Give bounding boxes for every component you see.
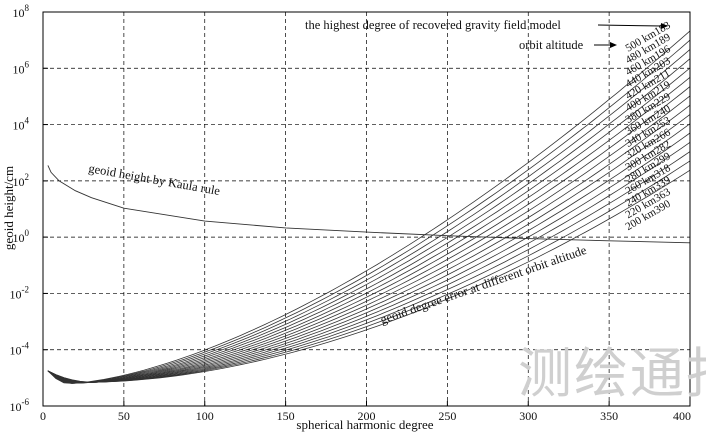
error-series-group	[47, 30, 691, 384]
error-series-line	[47, 123, 691, 383]
arrow-highest-degree	[597, 24, 663, 27]
watermark: 测绘通报	[518, 342, 706, 405]
y-tick-label: 106	[13, 59, 30, 76]
x-tick-label: 350	[600, 409, 618, 423]
y-tick-label: 100	[13, 228, 30, 245]
arrowhead-orbit-altitude	[610, 42, 617, 48]
annotation-orbit-altitude: orbit altitude	[519, 38, 584, 52]
y-tick-label: 102	[13, 172, 30, 189]
kaula-series-line	[47, 165, 691, 244]
error-series-line	[47, 30, 691, 384]
x-tick-label: 150	[277, 409, 295, 423]
arrowhead-highest-degree	[661, 23, 668, 29]
x-tick-label: 250	[438, 409, 456, 423]
y-tick-label: 108	[13, 3, 30, 20]
y-axis-ticks: 10-6 10-4 10-2 100 102 104 106 108	[10, 3, 48, 414]
error-series-line	[47, 76, 691, 384]
x-axis-label: spherical harmonic degree	[296, 417, 433, 432]
y-tick-label: 10-2	[10, 284, 30, 301]
x-tick-label: 200	[358, 409, 376, 423]
error-label: geoid degree error at different orbit al…	[378, 243, 588, 327]
error-series-line	[47, 132, 691, 383]
error-series-line	[47, 58, 691, 384]
y-tick-label: 10-6	[10, 397, 30, 414]
y-axis-label: geoid height/cm	[1, 166, 16, 250]
error-series-line	[47, 104, 691, 384]
x-tick-label: 50	[118, 409, 130, 423]
error-series-line	[47, 141, 691, 383]
x-axis-ticks: 0 50 100 150 200 250 300 350 400	[40, 401, 691, 423]
x-tick-label: 0	[40, 409, 46, 423]
error-series-line	[47, 95, 691, 384]
error-series-line	[47, 49, 691, 384]
error-series-line	[47, 39, 691, 384]
x-tick-label: 300	[519, 409, 537, 423]
y-tick-label: 10-4	[10, 341, 30, 358]
error-series-line	[47, 67, 691, 384]
error-series-line	[47, 169, 691, 383]
y-tick-label: 104	[13, 116, 30, 133]
error-series-line	[47, 86, 691, 384]
kaula-label: geoid height by Kaula rule	[87, 161, 221, 198]
x-tick-label: 400	[673, 409, 691, 423]
annotation-highest-degree: the highest degree of recovered gravity …	[305, 18, 561, 32]
x-tick-label: 100	[196, 409, 214, 423]
error-series-line	[47, 114, 691, 383]
